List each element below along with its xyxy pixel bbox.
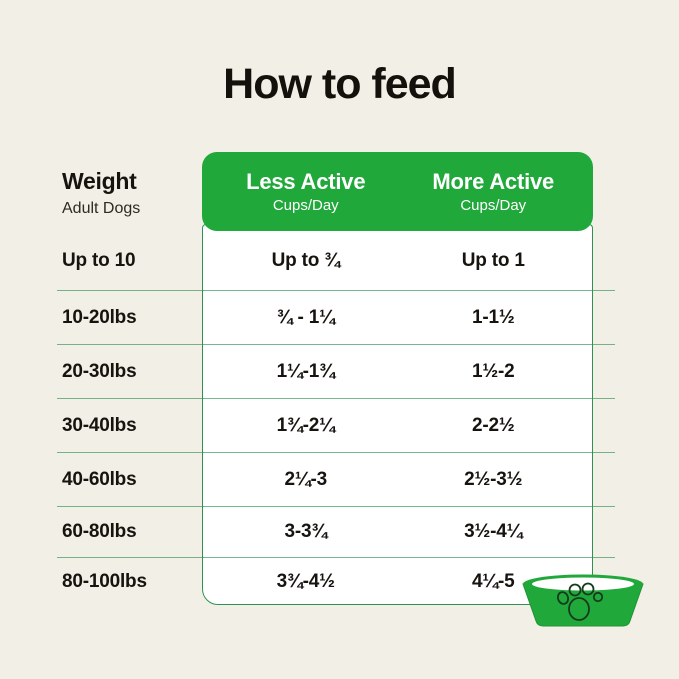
- table-header: Less Active Cups/Day More Active Cups/Da…: [202, 152, 593, 231]
- table-row: 40-60lbs 2¼-3 2½-3½: [57, 453, 615, 507]
- more-active-cell: 1-1½: [471, 306, 515, 328]
- weight-header-label: Weight: [62, 168, 137, 194]
- more-active-cell: 4¼-5: [471, 570, 515, 592]
- less-active-cell: ¾ - 1¼: [276, 306, 335, 328]
- weight-cell: Up to 10: [62, 249, 136, 271]
- weight-cell: 80-100lbs: [62, 570, 147, 592]
- less-active-cell: 3¾-4½: [276, 570, 335, 592]
- dog-bowl-icon: [522, 574, 644, 627]
- page-title: How to feed: [223, 60, 457, 108]
- less-active-cell: 1¼-1¾: [276, 360, 335, 382]
- less-active-cell: 1¾-2¼: [276, 414, 335, 436]
- less-active-cell: Up to ¾: [271, 249, 340, 271]
- table-row: 30-40lbs 1¾-2¼ 2-2½: [57, 399, 615, 453]
- more-active-cell: Up to 1: [461, 249, 525, 271]
- less-active-label: Less Active: [246, 169, 366, 194]
- paw-print-icon: [556, 582, 604, 621]
- table-row: 10-20lbs ¾ - 1¼ 1-1½: [57, 291, 615, 345]
- less-active-sub: Cups/Day: [272, 197, 339, 214]
- weight-cell: 10-20lbs: [62, 306, 137, 328]
- more-active-cell: 3½-4¼: [464, 521, 523, 542]
- table-row: 20-30lbs 1¼-1¾ 1½-2: [57, 345, 615, 399]
- more-active-label: More Active: [432, 169, 555, 194]
- weight-column-header: Weight Adult Dogs: [62, 168, 197, 218]
- weight-cell: 40-60lbs: [62, 468, 137, 490]
- feeding-table-rows: Up to 10 Up to ¾ Up to 1 10-20lbs ¾ - 1¼…: [57, 231, 615, 605]
- more-active-cell: 2½-3½: [464, 468, 523, 490]
- weight-cell: 30-40lbs: [62, 414, 137, 436]
- more-active-cell: 2-2½: [471, 414, 515, 436]
- table-row: Up to 10 Up to ¾ Up to 1: [57, 231, 615, 291]
- less-active-cell: 3-3¾: [284, 521, 327, 542]
- table-row: 60-80lbs 3-3¾ 3½-4¼: [57, 507, 615, 558]
- less-active-cell: 2¼-3: [284, 468, 327, 490]
- table-row: 80-100lbs 3¾-4½ 4¼-5: [57, 558, 615, 605]
- more-active-sub: Cups/Day: [460, 197, 527, 214]
- weight-cell: 20-30lbs: [62, 360, 137, 382]
- header-more-active: More Active Cups/Day: [400, 169, 588, 214]
- table-body-panel: [202, 224, 593, 605]
- weight-cell: 60-80lbs: [62, 521, 137, 542]
- more-active-cell: 1½-2: [471, 360, 515, 382]
- weight-header-sub: Adult Dogs: [62, 200, 141, 217]
- header-less-active: Less Active Cups/Day: [212, 169, 400, 214]
